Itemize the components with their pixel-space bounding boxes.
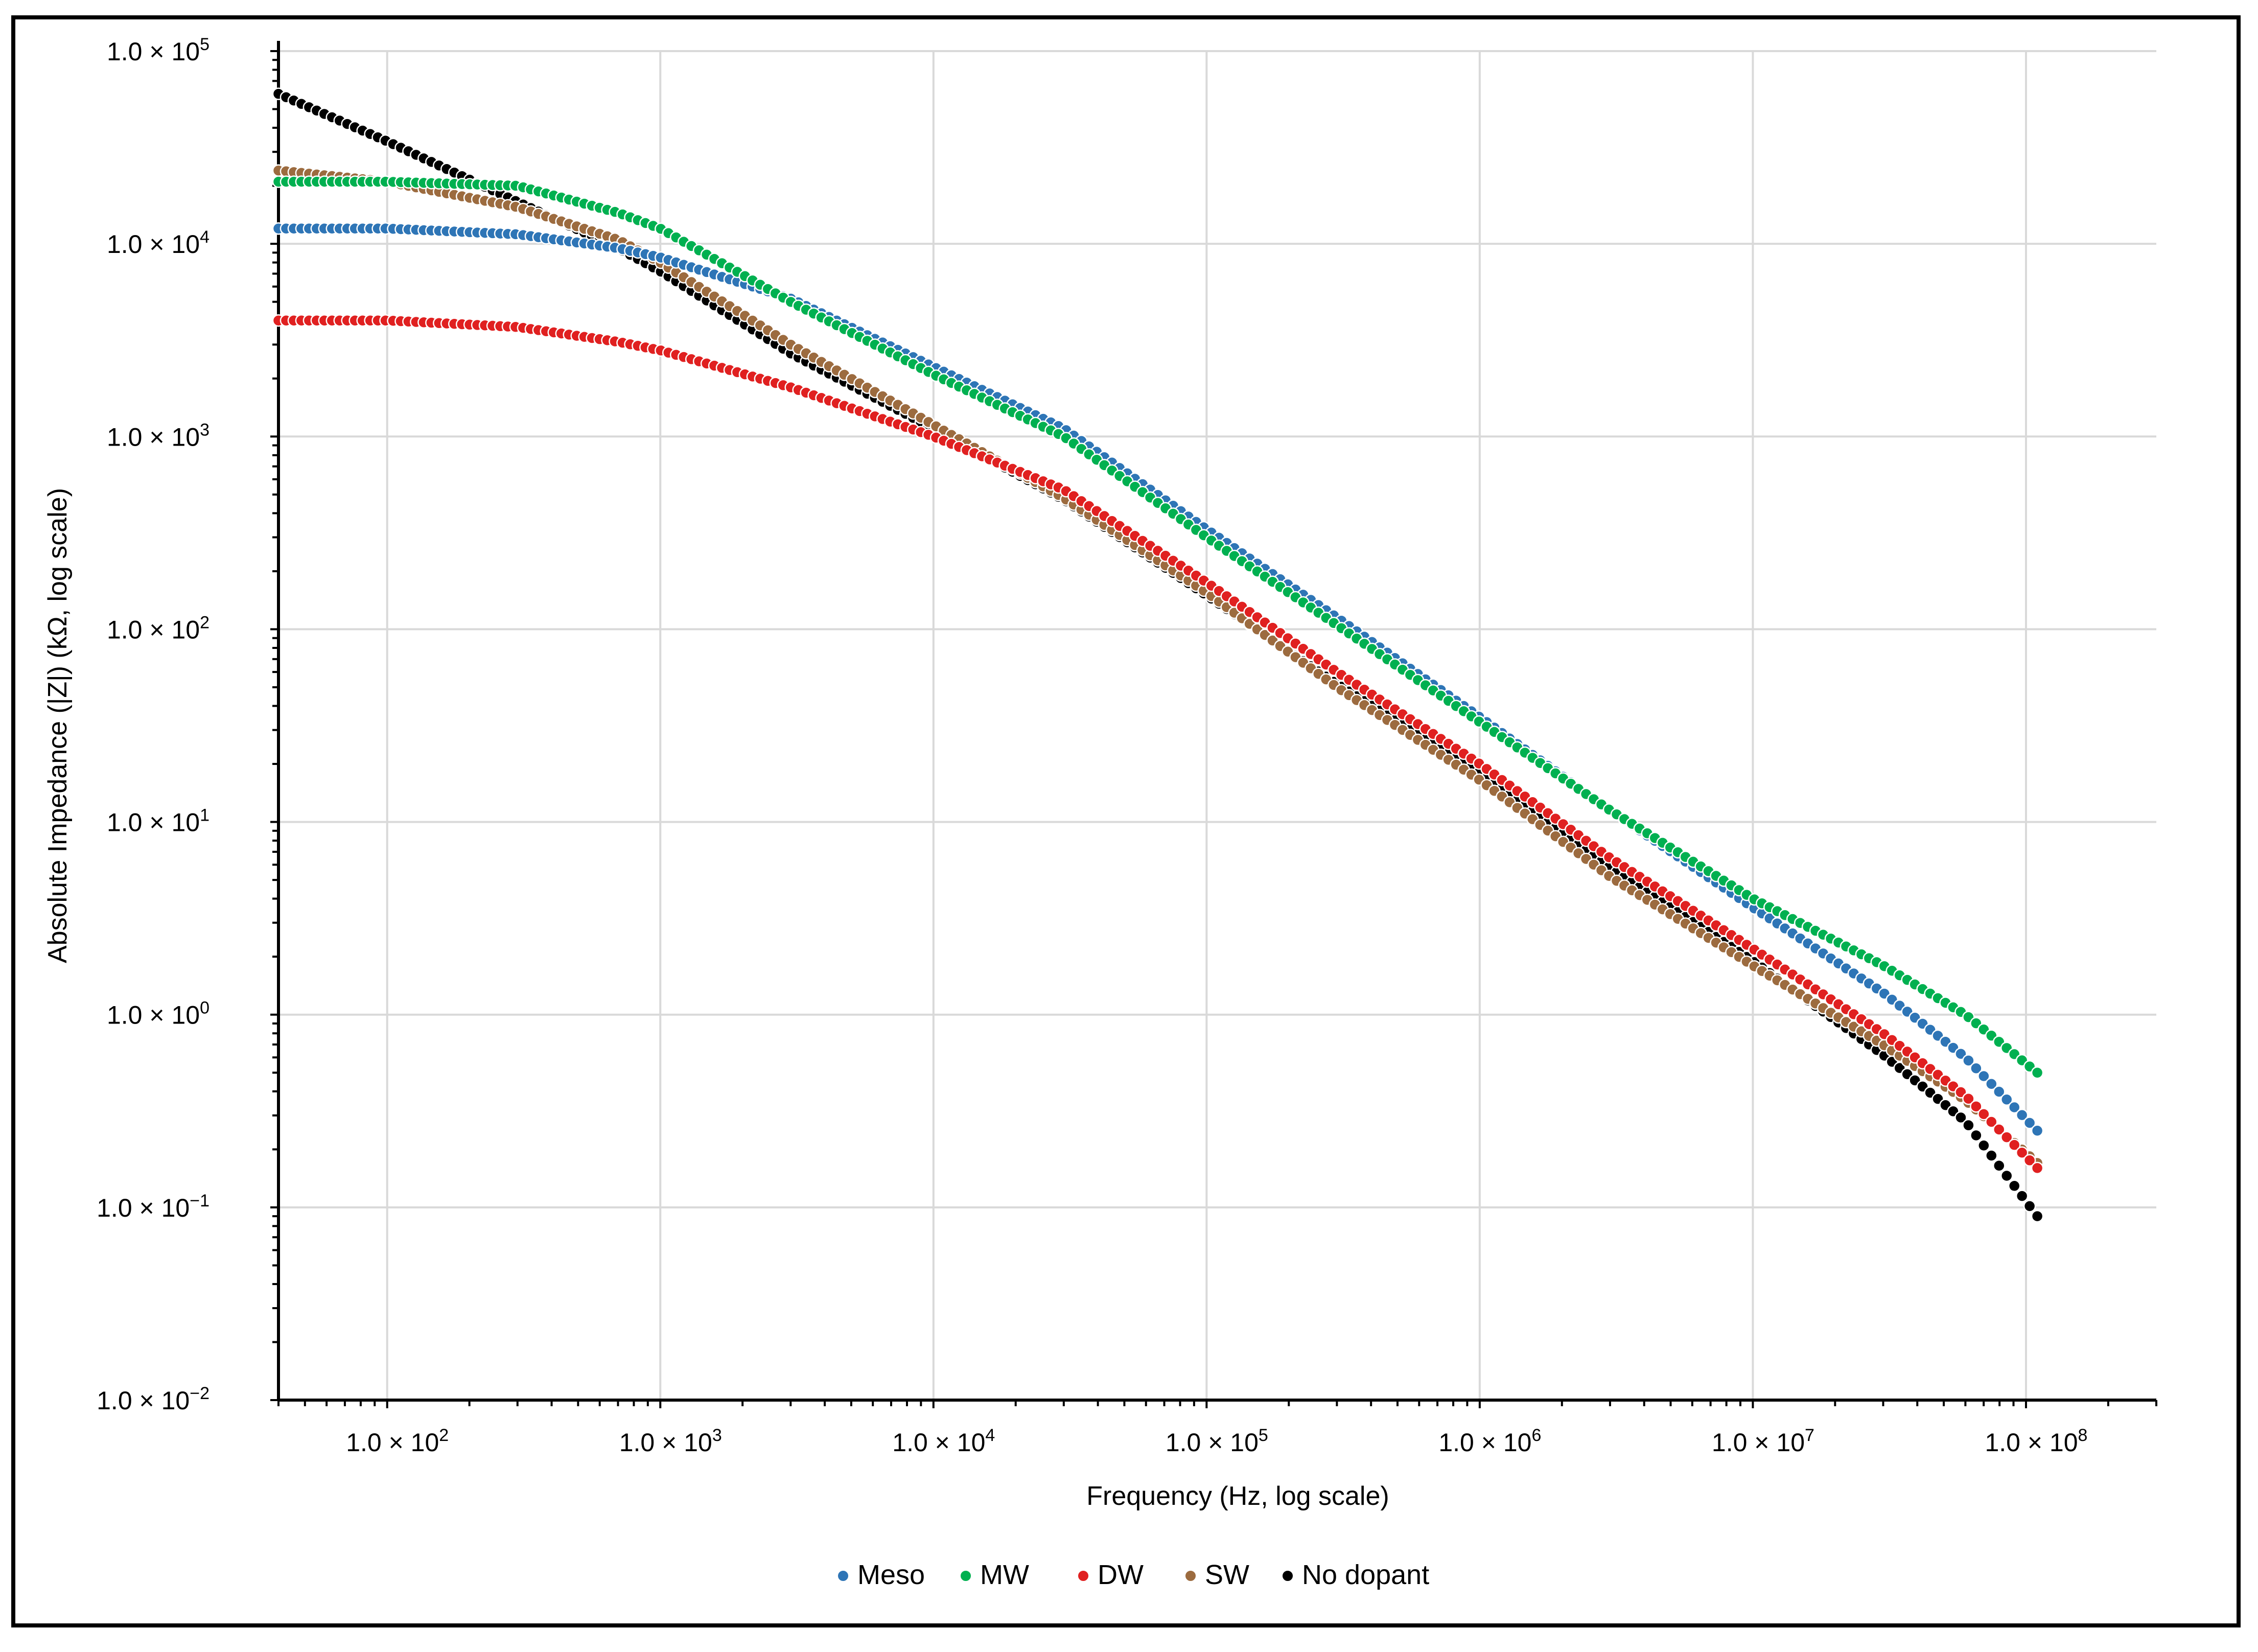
y-tick-label: 1.0 × 10−1 — [97, 1191, 209, 1222]
legend-marker — [960, 1570, 972, 1582]
data-point — [2015, 1146, 2029, 1159]
data-point — [2023, 1116, 2036, 1129]
legend-item: MW — [960, 1560, 1029, 1590]
x-tick-label: 1.0 × 104 — [892, 1426, 995, 1457]
grid-lines — [278, 50, 2156, 1401]
x-tick-label: 1.0 × 102 — [346, 1426, 449, 1457]
data-point — [1962, 1119, 1975, 1132]
data-point — [2031, 1066, 2044, 1079]
data-point — [1993, 1123, 2006, 1136]
x-tick-label: 1.0 × 103 — [619, 1426, 722, 1457]
data-point — [2008, 1101, 2021, 1114]
data-point — [2000, 1093, 2013, 1106]
data-point — [1985, 1078, 1998, 1090]
series-sw — [272, 164, 2044, 1170]
legend: Meso MW DW SW No dopant — [837, 1560, 1429, 1590]
axes — [270, 41, 2157, 1408]
tick-labels: 1.0 × 105 1.0 × 104 1.0 × 103 1.0 × 102 1.0 … — [97, 35, 2087, 1457]
data-point — [2023, 1154, 2036, 1167]
y-tick-label: 1.0 × 10−2 — [97, 1384, 209, 1415]
legend-label: No dopant — [1302, 1560, 1429, 1590]
legend-label: MW — [980, 1560, 1029, 1590]
data-point — [2008, 1179, 2021, 1193]
y-axis-title: Absolute Impedance (|Z|) (kΩ, log scale) — [43, 488, 73, 963]
data-point — [1977, 1108, 1990, 1121]
y-tick-label: 1.0 × 100 — [107, 998, 209, 1030]
data-series — [272, 87, 2044, 1223]
y-tick-label: 1.0 × 103 — [107, 420, 209, 451]
data-point — [2031, 1209, 2044, 1223]
data-point — [1962, 1054, 1975, 1067]
data-point — [1970, 1062, 1983, 1075]
legend-item: SW — [1184, 1560, 1249, 1590]
x-tick-label: 1.0 × 106 — [1438, 1426, 1541, 1457]
legend-label: DW — [1098, 1560, 1144, 1590]
data-point — [1977, 1139, 1990, 1152]
legend-item: DW — [1077, 1560, 1144, 1590]
series-no-dopant — [272, 87, 2044, 1223]
legend-item: No dopant — [1282, 1560, 1429, 1590]
legend-marker — [1282, 1570, 1294, 1582]
data-point — [1970, 1100, 1983, 1113]
data-point — [1977, 1069, 1990, 1083]
data-point — [2008, 1138, 2021, 1151]
data-point — [2023, 1200, 2036, 1213]
y-tick-label: 1.0 × 105 — [107, 35, 209, 66]
series-mw — [272, 175, 2044, 1079]
y-tick-label: 1.0 × 104 — [107, 227, 209, 259]
legend-label: Meso — [857, 1560, 925, 1590]
data-point — [1985, 1149, 1998, 1162]
y-tick-label: 1.0 × 102 — [107, 613, 209, 644]
legend-marker — [1184, 1570, 1197, 1582]
data-point — [2015, 1190, 2029, 1202]
data-point — [2031, 1161, 2044, 1175]
legend-marker — [837, 1570, 849, 1582]
x-tick-label: 1.0 × 108 — [1985, 1426, 2087, 1457]
legend-item: Meso — [837, 1560, 925, 1590]
data-point — [2000, 1169, 2013, 1182]
data-point — [1993, 1085, 2006, 1098]
data-point — [1954, 1111, 1967, 1124]
legend-marker — [1077, 1570, 1089, 1582]
series-meso — [272, 222, 2044, 1137]
series-dw — [272, 314, 2044, 1175]
data-point — [2031, 1124, 2044, 1137]
data-point — [1985, 1115, 1998, 1128]
x-tick-label: 1.0 × 105 — [1166, 1426, 1268, 1457]
data-point — [1993, 1159, 2006, 1172]
data-point — [2000, 1131, 2013, 1144]
legend-label: SW — [1205, 1560, 1249, 1590]
data-point — [1962, 1092, 1975, 1105]
x-axis-title: Frequency (Hz, log scale) — [1086, 1481, 1389, 1511]
y-tick-label: 1.0 × 101 — [107, 806, 209, 837]
x-tick-label: 1.0 × 107 — [1712, 1426, 1814, 1457]
data-point — [2015, 1109, 2029, 1122]
data-point — [1970, 1129, 1983, 1142]
